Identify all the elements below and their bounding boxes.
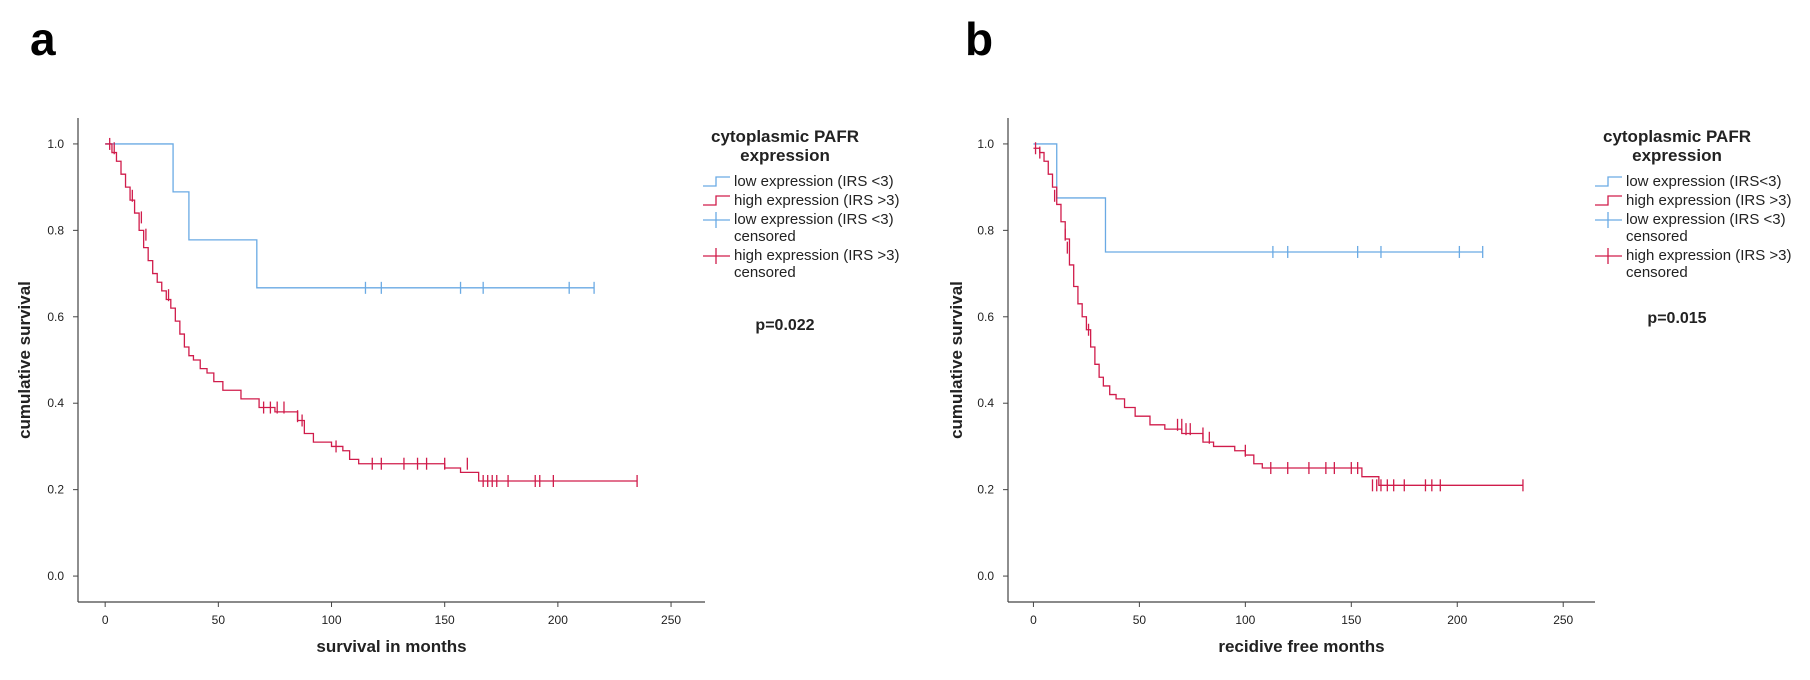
y-tick-label: 1.0 (47, 137, 64, 151)
legend-title: cytoplasmic PAFR (1603, 127, 1751, 146)
x-tick-label: 100 (322, 613, 342, 627)
p-value: p=0.015 (1647, 310, 1706, 327)
survival-curve-high (105, 143, 638, 482)
y-tick-label: 0.6 (977, 310, 994, 324)
x-tick-label: 250 (661, 613, 681, 627)
x-tick-label: 200 (1447, 613, 1467, 627)
p-value: p=0.022 (755, 317, 814, 334)
legend-label: low expression (IRS<3) (1626, 173, 1781, 190)
legend-label: censored (1626, 264, 1688, 281)
legend-label: low expression (IRS <3) (734, 173, 894, 190)
x-tick-label: 0 (102, 613, 109, 627)
legend-label: censored (734, 264, 796, 281)
y-tick-label: 0.2 (977, 483, 994, 497)
legend-label: low expression (IRS <3) (734, 211, 894, 228)
x-tick-label: 150 (1341, 613, 1361, 627)
chart-b: 0 50 100 150 200 250 0.0 0.2 0.4 0.6 0.8 1.0 recidiv… (947, 118, 1792, 656)
y-tick-label: 0.0 (977, 569, 994, 583)
y-tick-label: 0.4 (977, 396, 994, 410)
y-axis-title: cumulative survival (947, 281, 966, 439)
legend-step-icon (1595, 176, 1622, 187)
y-tick-label: 0.8 (977, 223, 994, 237)
legend-title: cytoplasmic PAFR (711, 127, 859, 146)
y-tick-label: 0.2 (47, 483, 64, 497)
chart-a: 0 50 100 150 200 250 0.0 0.2 0.4 0.6 0.8 1.0 surviva… (15, 118, 900, 656)
x-axis-title: survival in months (316, 637, 466, 656)
survival-curve-low (1033, 143, 1483, 253)
legend-label: censored (734, 228, 796, 245)
survival-curve-high (1033, 147, 1523, 486)
x-tick-label: 50 (212, 613, 226, 627)
x-tick-label: 200 (548, 613, 568, 627)
x-tick-label: 150 (435, 613, 455, 627)
x-tick-label: 0 (1030, 613, 1037, 627)
legend-title: expression (1632, 146, 1722, 165)
x-tick-label: 250 (1553, 613, 1573, 627)
legend-label: censored (1626, 228, 1688, 245)
legend-label: high expression (IRS >3) (734, 192, 900, 209)
legend-label: low expression (IRS <3) (1626, 211, 1786, 228)
legend-step-icon (1595, 195, 1622, 206)
x-axis-title: recidive free months (1218, 637, 1384, 656)
y-tick-label: 0.0 (47, 569, 64, 583)
legend-label: high expression (IRS >3) (1626, 247, 1792, 264)
legend-step-icon (703, 195, 730, 206)
x-tick-label: 50 (1133, 613, 1147, 627)
legend-label: high expression (IRS >3) (734, 247, 900, 264)
panel-label-b: b (965, 13, 994, 65)
legend-step-icon (703, 176, 730, 187)
y-tick-label: 0.4 (47, 396, 64, 410)
x-tick-label: 100 (1235, 613, 1255, 627)
y-tick-label: 0.6 (47, 310, 64, 324)
y-tick-label: 1.0 (977, 137, 994, 151)
panel-label-a: a (30, 13, 56, 65)
survival-curve-low (105, 143, 595, 289)
legend-label: high expression (IRS >3) (1626, 192, 1792, 209)
y-tick-label: 0.8 (47, 223, 64, 237)
y-axis-title: cumulative survival (15, 281, 34, 439)
legend-title: expression (740, 146, 830, 165)
